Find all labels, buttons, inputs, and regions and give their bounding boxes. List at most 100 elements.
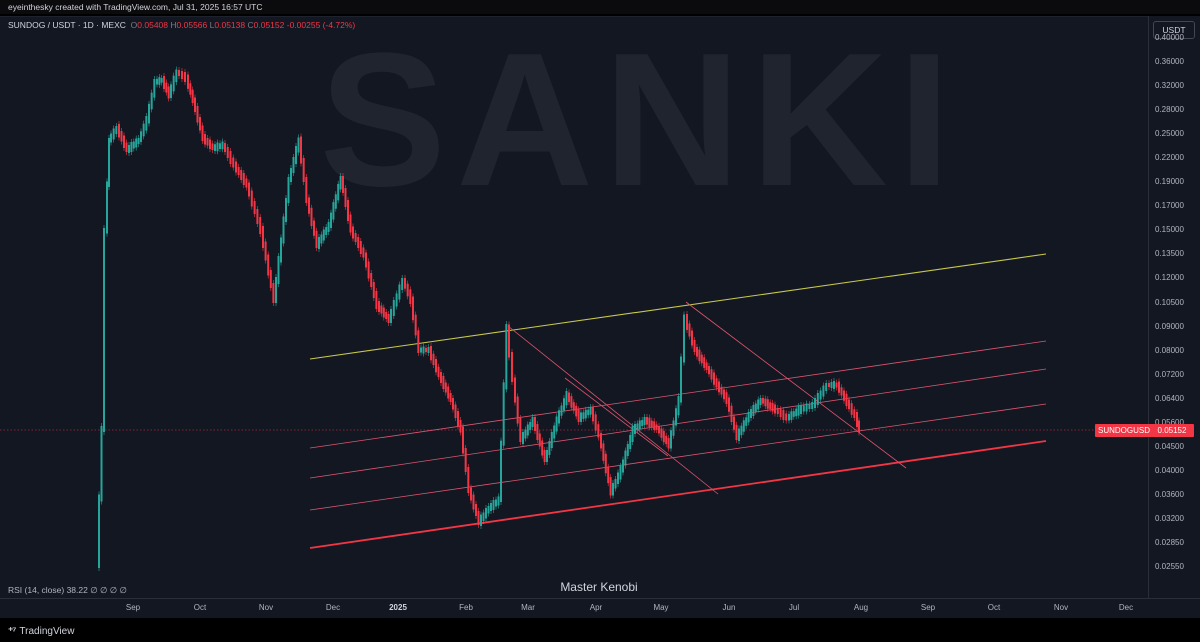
candle-body — [584, 409, 587, 419]
candle-body — [626, 444, 629, 456]
candle-body — [128, 145, 130, 153]
candle-body — [830, 382, 833, 388]
time-axis[interactable] — [0, 598, 1200, 619]
price-tick: 0.10500 — [1155, 297, 1184, 307]
tradingview-logo[interactable]: ⁺⁷ TradingView — [8, 626, 74, 637]
channel-line-3[interactable] — [309, 403, 1047, 511]
currency-button[interactable]: USDT — [1153, 21, 1195, 39]
candle-body — [132, 141, 135, 149]
time-tick: Sep — [125, 603, 141, 612]
candle-body — [757, 399, 760, 410]
candle-body — [762, 398, 764, 404]
candle-body — [688, 323, 691, 337]
time-tick: Jul — [788, 603, 800, 612]
candle-body — [718, 381, 720, 393]
high-value: 0.05566 — [176, 20, 208, 30]
candle-body — [526, 424, 529, 436]
symbol-legend: SUNDOG / USDT · 1D · MEXC O0.05408 H0.05… — [8, 20, 356, 30]
candle-body — [378, 301, 380, 312]
candle-body — [359, 241, 362, 254]
creator-line: eyeinthesky created with TradingView.com… — [8, 2, 263, 12]
price-tick: 0.09000 — [1155, 321, 1184, 331]
candle-body — [550, 432, 553, 448]
candle-body — [365, 252, 367, 268]
candle-body — [464, 448, 467, 472]
candle-body — [516, 396, 519, 424]
candle-body — [430, 346, 432, 361]
candle-body — [287, 177, 290, 203]
candle-body — [500, 440, 502, 502]
descending-line-2[interactable] — [564, 377, 669, 457]
candle-body — [548, 441, 551, 455]
candle-body — [800, 405, 802, 414]
candle-body — [459, 420, 462, 433]
candle-body — [302, 158, 305, 182]
channel-support-line[interactable] — [309, 440, 1047, 549]
candle-body — [264, 241, 267, 261]
candle-body — [206, 138, 209, 146]
candle-body — [764, 398, 767, 407]
candle-body — [285, 198, 287, 222]
candle-body — [650, 420, 653, 428]
candle-body — [638, 420, 641, 430]
candle-body — [148, 103, 150, 124]
candle-body — [437, 366, 440, 377]
candle-body — [853, 409, 856, 418]
candle-body — [115, 126, 118, 134]
candle-body — [248, 182, 250, 197]
candle-body — [452, 398, 454, 410]
candle-body — [492, 500, 495, 510]
candle-body — [367, 261, 370, 279]
candle-body — [167, 86, 170, 99]
candle-body — [511, 352, 513, 382]
channel-line-2[interactable] — [309, 368, 1047, 479]
candle-body — [342, 176, 344, 193]
candle-body — [256, 209, 259, 224]
rsi-indicator-label[interactable]: RSI (14, close) 38.22 ∅ ∅ ∅ ∅ — [8, 585, 127, 595]
price-axis[interactable] — [1148, 16, 1200, 598]
price-tick: 0.07200 — [1155, 369, 1184, 379]
candle-body — [470, 487, 472, 501]
price-tick: 0.32000 — [1155, 81, 1184, 91]
price-tick: 0.02850 — [1155, 537, 1184, 547]
candle-body — [472, 494, 475, 510]
candle-body — [485, 508, 487, 519]
descending-line-1[interactable] — [507, 325, 719, 495]
candle-body — [480, 514, 482, 526]
descending-line-3[interactable] — [685, 301, 907, 469]
candle-body — [769, 402, 772, 409]
candle-body — [454, 404, 457, 418]
watermark-sanki: SANKI — [319, 14, 960, 226]
candle-body — [226, 147, 229, 158]
channel-line-1[interactable] — [309, 340, 1047, 449]
candle-body — [414, 314, 417, 336]
price-tick: 0.15000 — [1155, 225, 1184, 235]
candle-body — [216, 142, 219, 152]
candle-body — [237, 167, 240, 175]
candle-body — [543, 450, 546, 462]
candle-body — [612, 483, 614, 496]
candle-body — [344, 188, 347, 207]
candle-body — [187, 74, 189, 89]
candle-body — [558, 410, 560, 424]
candle-body — [592, 407, 594, 422]
snapshot-header: eyeinthesky created with TradingView.com… — [0, 0, 1200, 14]
candle-body — [191, 89, 194, 103]
candle-body — [125, 142, 128, 152]
candle-body — [352, 226, 354, 239]
candle-body — [738, 428, 740, 441]
candle-body — [672, 420, 675, 436]
candle-body — [519, 418, 522, 442]
candle-body — [320, 234, 323, 244]
candle-body — [390, 309, 392, 323]
candle-body — [118, 124, 120, 138]
candle-body — [269, 270, 272, 288]
chart-pane[interactable] — [0, 16, 1148, 599]
candles — [98, 66, 860, 571]
candle-body — [655, 424, 658, 430]
candle-body — [98, 494, 100, 568]
price-tick: 0.05600 — [1155, 417, 1184, 427]
candle-body — [224, 143, 226, 152]
candle-body — [108, 138, 110, 187]
upper-trend-line[interactable] — [309, 253, 1047, 360]
